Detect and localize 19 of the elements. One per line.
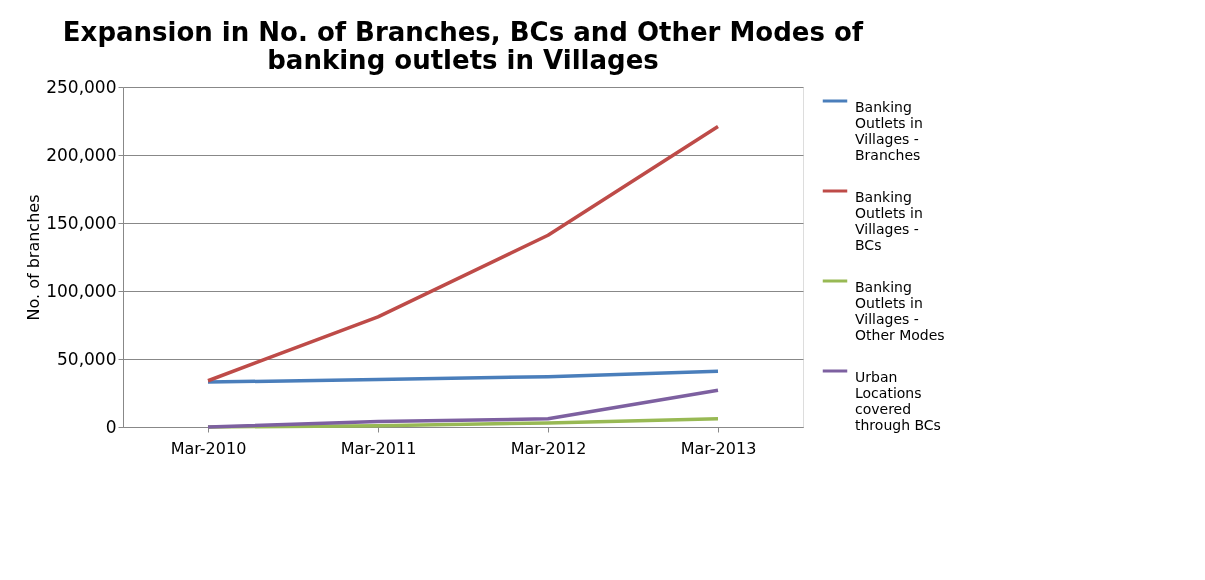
legend-label: Urban Locations covered through BCs (855, 369, 941, 433)
legend-label: Banking Outlets in Villages - Other Modes (855, 279, 945, 343)
y-tick-label: 100,000 (46, 280, 117, 301)
y-tick-label: 200,000 (46, 144, 117, 165)
y-tick-label: 0 (105, 416, 117, 437)
y-tick-label: 150,000 (46, 212, 117, 233)
line-series (206, 388, 720, 429)
x-tick-label: Mar-2012 (510, 438, 587, 458)
chart-title: Expansion in No. of Branches, BCs and Other Modes of banking outlets in Villages (62, 17, 864, 75)
x-tick-label: Mar-2013 (680, 438, 757, 458)
y-tick-label: 50,000 (57, 348, 117, 369)
legend-label: Banking Outlets in Villages - Branches (855, 99, 923, 163)
y-tick-label: 250,000 (46, 76, 117, 97)
x-tick-label: Mar-2010 (170, 438, 247, 458)
y-axis-title: No. of branches (24, 194, 44, 321)
line-series (206, 369, 720, 384)
legend-label: Banking Outlets in Villages - BCs (855, 189, 923, 253)
x-tick-label: Mar-2011 (340, 438, 417, 458)
line-series (206, 124, 720, 383)
